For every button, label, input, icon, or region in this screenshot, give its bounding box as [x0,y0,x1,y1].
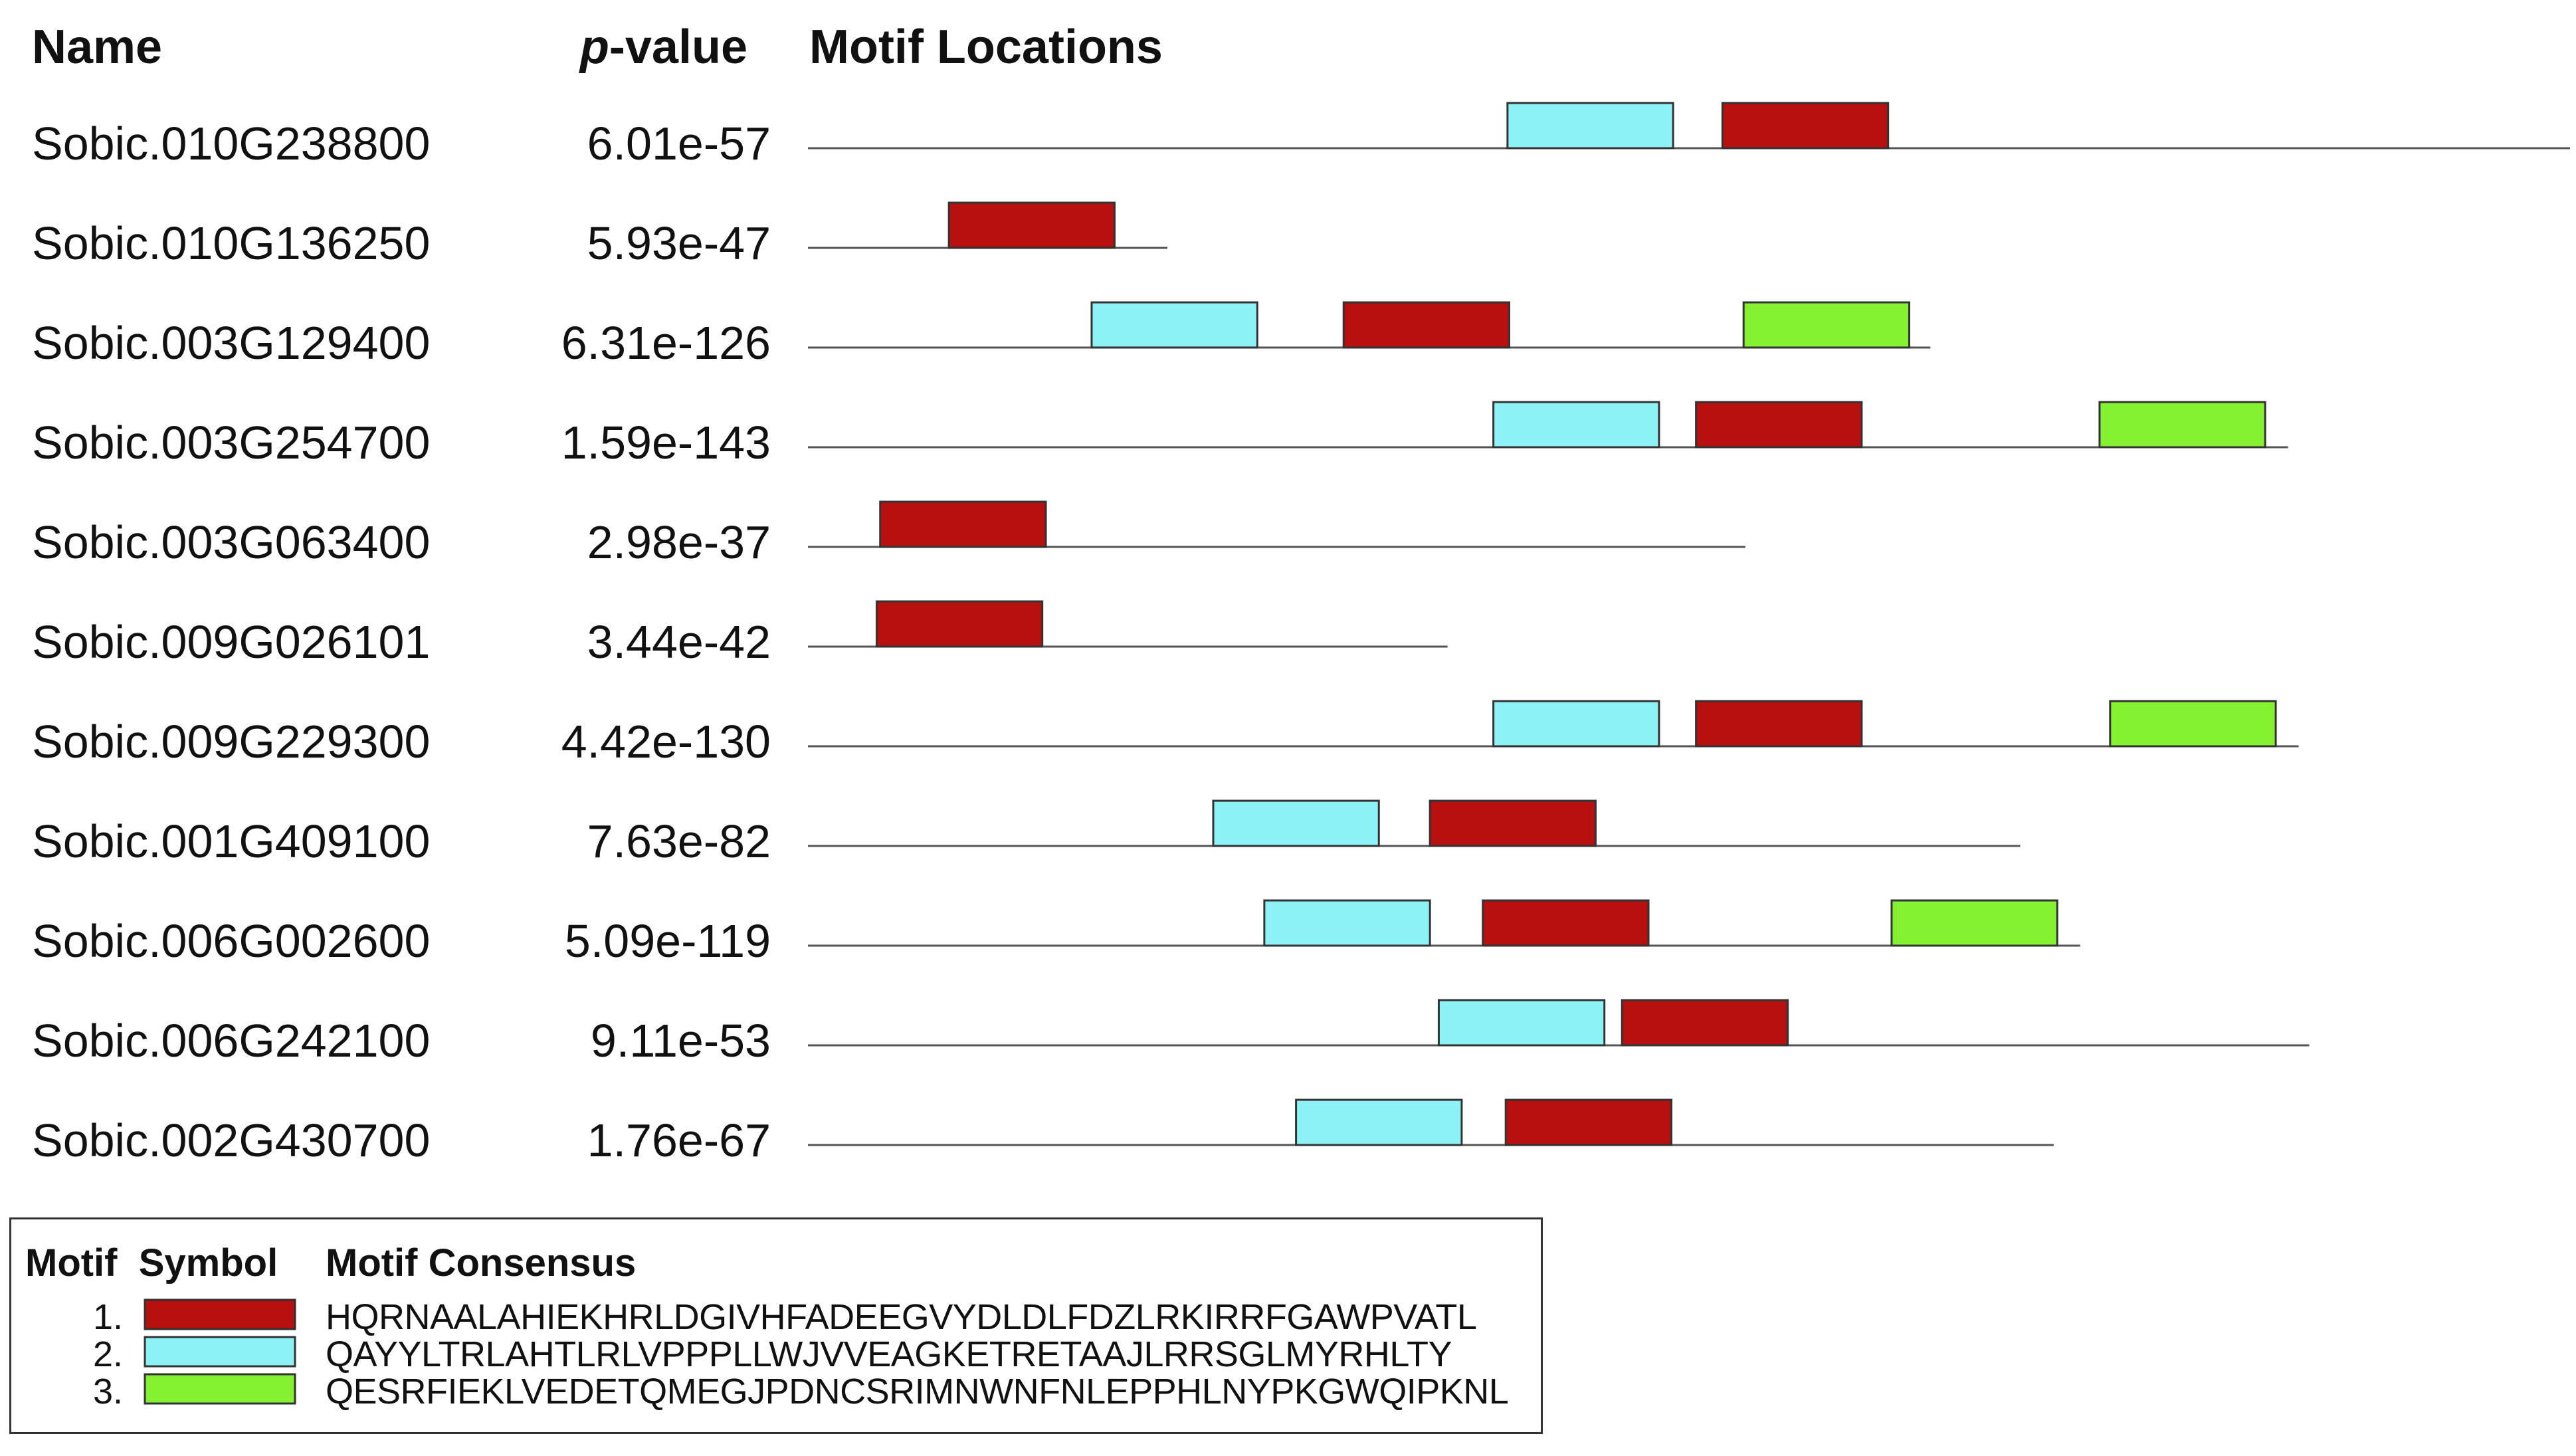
header-name: Name [32,21,162,74]
header-pvalue-rest: -value [609,21,747,74]
p-value: 7.63e-82 [587,815,771,867]
legend-number: 3. [93,1372,123,1411]
p-value: 5.93e-47 [587,217,771,269]
motif-rows: Sobic.010G238800 6.01e-57 Sobic.010G136250… [32,102,2570,1166]
motif-1-box [875,600,1044,648]
legend-consensus: QAYYLTRLAHTLRLVPPPLLWJVVEAGKETRETAAJLRRS… [326,1334,1452,1374]
motif-row: Sobic.003G254700 1.59e-143 [32,401,2288,468]
motif-row: Sobic.001G409100 7.63e-82 [32,799,2021,867]
motif-2-box [1212,799,1380,847]
motif-1-box [879,500,1047,548]
motif-row: Sobic.003G129400 6.31e-126 [32,301,1931,369]
legend-header-consensus: Motif Consensus [326,1241,636,1285]
motif-2-box [1090,301,1258,349]
gene-name: Sobic.003G129400 [32,317,430,369]
motif-2-box [1263,899,1431,947]
p-value: 5.09e-119 [565,915,771,967]
legend-swatch-motif-2 [144,1336,296,1368]
legend-item: 3. QESRFIEKLVEDETQMEGJPDNCSRIMNWNFNLEPPHL… [93,1372,1509,1411]
gene-name: Sobic.009G026101 [32,616,430,668]
motif-3-box [2109,700,2277,748]
motif-2-box [1492,700,1660,748]
gene-name: Sobic.010G136250 [32,217,430,269]
motif-row: Sobic.010G238800 6.01e-57 [32,102,2570,169]
gene-name: Sobic.006G002600 [32,915,430,967]
motif-1-box [1695,700,1863,748]
motif-row: Sobic.006G002600 5.09e-119 [32,899,2080,967]
motif-1-box [1342,301,1510,349]
legend-number: 2. [93,1334,123,1374]
legend-swatch-motif-3 [144,1373,296,1405]
motif-row: Sobic.010G136250 5.93e-47 [32,201,1168,269]
gene-name: Sobic.003G254700 [32,417,430,468]
motif-1-box [947,201,1116,249]
gene-name: Sobic.010G238800 [32,118,430,169]
motif-1-box [1695,401,1863,449]
motif-2-box [1506,102,1674,150]
p-value: 4.42e-130 [561,716,771,768]
legend-item: 1. HQRNAALAHIEKHRLDGIVHFADEEGVYDLDLFDZLRK… [93,1297,1477,1337]
p-value: 6.31e-126 [561,317,771,369]
motif-row: Sobic.009G229300 4.42e-130 [32,700,2299,768]
header-pvalue: p-value [579,21,747,74]
legend-consensus: QESRFIEKLVEDETQMEGJPDNCSRIMNWNFNLEPPHLNY… [326,1372,1508,1411]
legend-header-symbol: Motif Symbol [25,1241,278,1285]
motif-3-box [1742,301,1910,349]
p-value: 1.76e-67 [587,1114,771,1166]
motif-3-box [1890,899,2058,947]
p-value: 6.01e-57 [587,118,771,169]
p-value: 9.11e-53 [591,1015,771,1067]
legend-swatch-motif-1 [144,1299,296,1330]
motif-row: Sobic.006G242100 9.11e-53 [32,999,2310,1067]
motif-2-box [1492,401,1660,449]
motif-2-box [1295,1098,1463,1146]
motif-1-box [1621,999,1789,1047]
legend-items: 1. HQRNAALAHIEKHRLDGIVHFADEEGVYDLDLFDZLRK… [93,1297,1509,1411]
motif-row: Sobic.003G063400 2.98e-37 [32,500,1745,568]
header-motif-locations: Motif Locations [809,21,1163,74]
motif-row: Sobic.002G430700 1.76e-67 [32,1098,2054,1166]
motif-1-box [1482,899,1650,947]
p-value: 1.59e-143 [561,417,771,468]
gene-name: Sobic.009G229300 [32,716,430,768]
p-value: 3.44e-42 [587,616,771,668]
gene-name: Sobic.003G063400 [32,516,430,568]
legend-number: 1. [93,1297,123,1337]
motif-3-box [2098,401,2266,449]
motif-2-box [1437,999,1606,1047]
motif-row: Sobic.009G026101 3.44e-42 [32,600,1448,668]
p-value: 2.98e-37 [587,516,771,568]
gene-name: Sobic.001G409100 [32,815,430,867]
motif-1-box [1429,799,1597,847]
motif-1-box [1721,102,1890,150]
legend-item: 2. QAYYLTRLAHTLRLVPPPLLWJVVEAGKETRETAAJLR… [93,1334,1452,1374]
header-pvalue-p: p [579,21,609,74]
motif-1-box [1504,1098,1672,1146]
gene-name: Sobic.002G430700 [32,1114,430,1166]
gene-name: Sobic.006G242100 [32,1015,430,1067]
legend-consensus: HQRNAALAHIEKHRLDGIVHFADEEGVYDLDLFDZLRKIR… [326,1297,1476,1337]
